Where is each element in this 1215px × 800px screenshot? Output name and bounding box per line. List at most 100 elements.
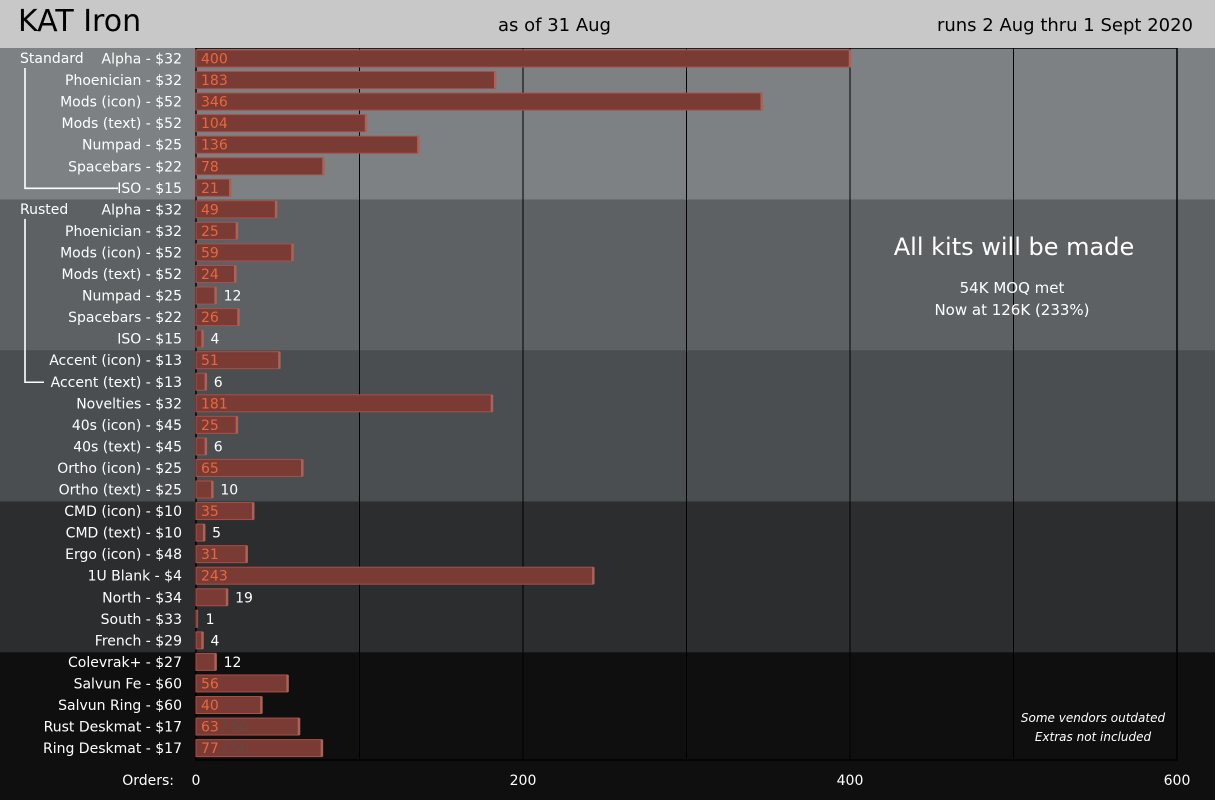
data-label: 56 bbox=[201, 676, 219, 692]
group-label: Standard bbox=[20, 51, 84, 67]
target-label: / 50 bbox=[222, 720, 249, 736]
data-label: 78 bbox=[201, 159, 219, 175]
bar bbox=[195, 609, 199, 628]
bar-group: 77/ 50 bbox=[195, 739, 324, 758]
data-label: 12 bbox=[224, 655, 242, 671]
header: KAT Iron as of 31 Aug runs 2 Aug thru 1 … bbox=[0, 0, 1215, 48]
group-label: Rusted bbox=[20, 202, 68, 218]
group-bracket bbox=[24, 218, 44, 384]
category-label: 40s (icon) - $45 bbox=[72, 418, 182, 434]
data-label: 10 bbox=[220, 483, 238, 499]
category-label: Salvun Ring - $60 bbox=[58, 698, 182, 714]
category-label: CMD (text) - $10 bbox=[66, 526, 182, 542]
note-vendors: Some vendors outdated bbox=[1021, 711, 1166, 725]
data-label: 31 bbox=[201, 547, 219, 563]
data-label: 26 bbox=[201, 310, 219, 326]
bar-group: 78 bbox=[195, 157, 325, 176]
bar-group: 51 bbox=[195, 351, 281, 370]
category-label: Numpad - $25 bbox=[82, 289, 182, 305]
data-label: 59 bbox=[201, 245, 219, 261]
bar bbox=[195, 71, 496, 90]
data-label: 65 bbox=[201, 461, 219, 477]
category-label: Accent (text) - $13 bbox=[51, 375, 182, 391]
bars: 4001833461041367821492559241226451618125… bbox=[195, 49, 852, 758]
x-tick-label: 0 bbox=[192, 773, 201, 789]
bar-group: 136 bbox=[195, 135, 420, 154]
bar-group: 56 bbox=[195, 674, 289, 693]
bar-group: 183 bbox=[195, 71, 497, 90]
category-label: 1U Blank - $4 bbox=[88, 569, 183, 585]
category-label: Spacebars - $22 bbox=[68, 310, 182, 326]
data-label: 51 bbox=[201, 353, 219, 369]
bar-group: 6 bbox=[195, 372, 223, 391]
bar bbox=[195, 135, 419, 154]
bar-group: 63/ 50 bbox=[195, 717, 301, 736]
annotation-moq: 54K MOQ met bbox=[960, 279, 1065, 297]
bar bbox=[195, 49, 851, 68]
data-label: 25 bbox=[201, 224, 219, 240]
bar-group: 4 bbox=[195, 631, 220, 650]
data-label: 181 bbox=[201, 396, 228, 412]
bar-group: 12 bbox=[195, 286, 241, 305]
bar bbox=[195, 480, 213, 499]
data-label: 4 bbox=[211, 633, 220, 649]
bar bbox=[195, 286, 217, 305]
bar-group: 19 bbox=[195, 588, 253, 607]
category-label: Colevrak+ - $27 bbox=[68, 655, 182, 671]
bar-group: 31 bbox=[195, 545, 248, 563]
category-label: Mods (text) - $52 bbox=[61, 267, 182, 283]
bar-group: 243 bbox=[195, 566, 595, 585]
bar-group: 21 bbox=[195, 178, 232, 197]
category-label: Ortho (text) - $25 bbox=[59, 483, 182, 499]
category-label: North - $34 bbox=[102, 590, 182, 606]
x-tick-label: 200 bbox=[510, 773, 537, 789]
as-of-date: as of 31 Aug bbox=[498, 15, 611, 36]
data-label: 49 bbox=[201, 202, 219, 218]
bar-group: 49 bbox=[195, 200, 278, 219]
orders-bar-chart: 4001833461041367821492559241226451618125… bbox=[0, 48, 1215, 800]
annotation-main: All kits will be made bbox=[894, 233, 1134, 261]
category-label: ISO - $15 bbox=[117, 181, 182, 197]
bar bbox=[195, 652, 217, 671]
section-band-5 bbox=[0, 652, 1215, 800]
category-label: CMD (icon) - $10 bbox=[64, 504, 182, 520]
category-label: 40s (text) - $45 bbox=[73, 439, 182, 455]
target-label: / 50 bbox=[222, 741, 249, 757]
data-label: 21 bbox=[201, 181, 219, 197]
bar-group: 346 bbox=[195, 92, 763, 111]
category-label: Novelties - $32 bbox=[76, 396, 182, 412]
category-label: Ergo (icon) - $48 bbox=[65, 547, 182, 563]
x-tick-label: 600 bbox=[1164, 773, 1191, 789]
x-tick-label: 400 bbox=[837, 773, 864, 789]
section-band-4 bbox=[0, 501, 1215, 653]
bar-group: 25 bbox=[195, 415, 239, 434]
bar-group: 24 bbox=[195, 265, 237, 283]
data-label: 19 bbox=[235, 590, 253, 606]
bar-group: 12 bbox=[195, 652, 242, 671]
category-label: Phoenician - $32 bbox=[65, 73, 182, 89]
category-label: Alpha - $32 bbox=[102, 202, 182, 218]
bar-group: 5 bbox=[195, 523, 221, 542]
data-label: 25 bbox=[201, 418, 219, 434]
category-label: Mods (text) - $52 bbox=[61, 116, 182, 132]
category-label: Mods (icon) - $52 bbox=[60, 245, 182, 261]
bar bbox=[195, 437, 207, 456]
category-label: Ring Deskmat - $17 bbox=[43, 741, 182, 757]
section-band-3 bbox=[0, 350, 1215, 502]
bar-group: 1 bbox=[195, 609, 215, 628]
data-label: 40 bbox=[201, 698, 219, 714]
data-label: 63/ 50 bbox=[201, 720, 249, 736]
annotation-progress: Now at 126K (233%) bbox=[934, 301, 1089, 319]
bar bbox=[195, 372, 207, 391]
bar-group: 400 bbox=[195, 49, 852, 68]
bar-group: 35 bbox=[195, 502, 255, 521]
data-label: 6 bbox=[214, 375, 223, 391]
category-label: Rust Deskmat - $17 bbox=[44, 720, 182, 736]
category-label: Numpad - $25 bbox=[82, 138, 182, 154]
grid-lines bbox=[359, 48, 1014, 760]
data-label: 136 bbox=[201, 138, 228, 154]
bar-group: 65 bbox=[195, 458, 304, 477]
data-label: 35 bbox=[201, 504, 219, 520]
category-label: Salvun Fe - $60 bbox=[74, 676, 182, 692]
category-label: Alpha - $32 bbox=[102, 52, 182, 68]
